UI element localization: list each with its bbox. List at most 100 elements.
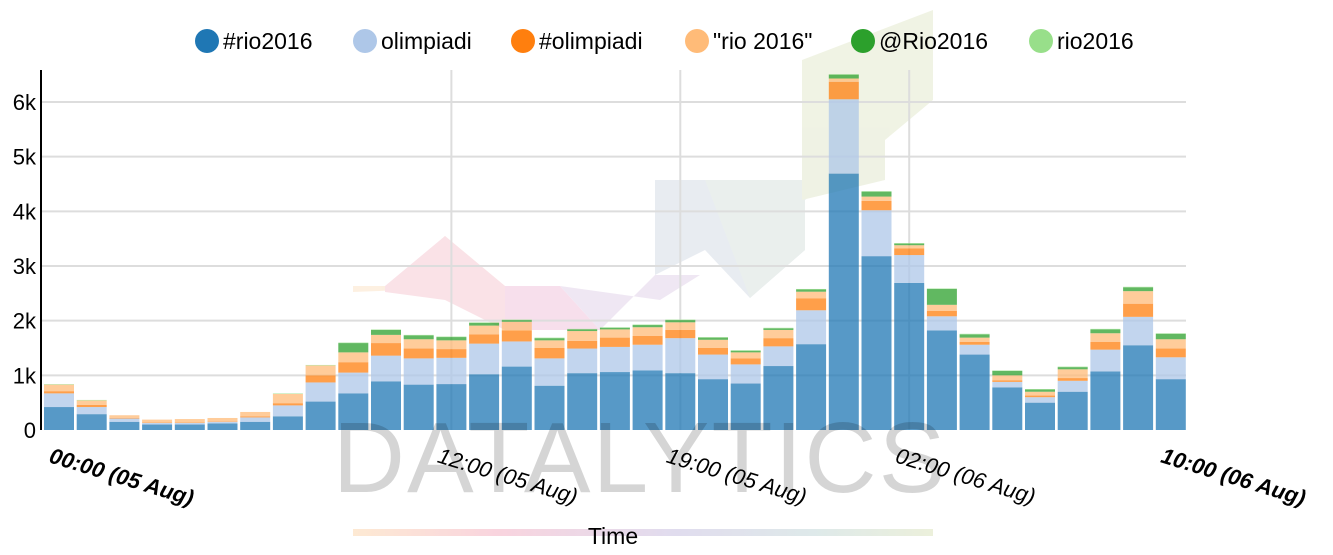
bar-segment — [992, 380, 1023, 382]
bar-segment — [698, 348, 728, 355]
bar-segment — [174, 422, 205, 423]
bar-segment — [763, 346, 794, 367]
legend-swatch — [851, 29, 875, 53]
bar-segment — [76, 399, 107, 401]
y-tick-label: 4k — [13, 199, 37, 224]
bar-segment — [599, 346, 630, 373]
bar-segment — [926, 330, 957, 430]
bar-segment — [894, 245, 925, 249]
bar-segment — [1057, 367, 1088, 370]
bar-segment — [599, 327, 630, 330]
bar-segment — [1025, 389, 1055, 390]
bar-segment — [926, 288, 957, 289]
y-tick-label: 5k — [13, 145, 37, 170]
bar-segment — [1057, 380, 1088, 392]
bar-segment — [1155, 333, 1186, 340]
bar-segment — [796, 289, 827, 292]
bar-segment — [828, 74, 859, 79]
legend-swatch — [353, 29, 377, 53]
bar-segment — [861, 191, 892, 197]
bar-segment — [992, 387, 1023, 430]
bar-segment — [1057, 378, 1088, 381]
bar-segment — [567, 340, 598, 349]
x-tick-label: 00:00 (05 Aug) — [47, 443, 197, 511]
bar-segment — [665, 373, 696, 430]
bar-segment — [1025, 402, 1055, 430]
bar-segment — [403, 348, 434, 359]
bar-segment — [207, 423, 238, 430]
bar-segment — [796, 288, 827, 290]
legend-item[interactable]: "rio 2016" — [685, 28, 812, 54]
bar-segment — [501, 330, 532, 342]
bar-segment — [109, 417, 140, 419]
bar-segment — [436, 357, 467, 385]
bar-segment — [534, 358, 565, 386]
bar-segment — [632, 335, 663, 345]
bar-segment — [436, 384, 467, 430]
bar-segment — [698, 354, 728, 380]
legend-swatch — [685, 29, 709, 53]
bar-segment — [272, 405, 303, 417]
bar-segment — [796, 310, 827, 345]
bar-segment — [142, 422, 173, 425]
bar-segment — [403, 339, 434, 349]
legend-item[interactable]: rio2016 — [1029, 28, 1134, 54]
bar-segment — [763, 328, 794, 330]
bar-segment — [76, 407, 107, 415]
bar-segment — [109, 415, 140, 418]
bar-segment — [1090, 371, 1121, 430]
bar-segment — [1123, 291, 1154, 304]
legend-item[interactable]: #rio2016 — [195, 28, 313, 54]
bar-segment — [861, 196, 892, 201]
x-axis-label: Time — [588, 523, 638, 549]
legend-item[interactable]: #olimpiadi — [511, 28, 643, 54]
bar-segment — [665, 319, 696, 321]
bar-segment — [1090, 341, 1121, 350]
bar-segment — [207, 421, 238, 424]
bar-segment — [240, 416, 271, 418]
bar-segment — [796, 298, 827, 311]
y-tick-labels: 0 1k 2k 3k 4k 5k 6k — [13, 90, 37, 443]
bar-segment — [894, 248, 925, 256]
bar-segment — [338, 352, 369, 363]
bar-segment — [436, 340, 467, 350]
bar-segment — [142, 422, 173, 423]
bar-segment — [469, 334, 500, 344]
bar-segment — [567, 331, 598, 341]
bar-segment — [305, 401, 336, 430]
bar-segment — [501, 320, 532, 322]
bar-segment — [174, 422, 205, 425]
bar-segment — [894, 243, 925, 246]
bar-segment — [926, 310, 957, 317]
legend-item[interactable]: olimpiadi — [353, 28, 472, 54]
bar-segment — [828, 78, 859, 82]
legend-item[interactable]: @Rio2016 — [851, 28, 988, 54]
bar-segment — [338, 393, 369, 430]
bar-segment — [959, 337, 990, 342]
legend-label: rio2016 — [1057, 28, 1134, 54]
bar-segment — [1057, 366, 1088, 368]
bar-segment — [534, 385, 565, 430]
bar-segment — [1057, 391, 1088, 430]
bar-segment — [894, 243, 925, 244]
bar-segment — [44, 384, 74, 385]
bar-segment — [1090, 349, 1121, 372]
bar-segment — [894, 282, 925, 430]
bar-segment — [109, 421, 140, 430]
bar-segment — [567, 348, 598, 374]
bar-segment — [665, 329, 696, 339]
bar-segment — [567, 373, 598, 430]
bar-segment — [665, 320, 696, 323]
bar-segment — [371, 329, 401, 330]
bar-segment — [469, 322, 500, 323]
bar-segment — [861, 210, 892, 257]
bar-segment — [698, 339, 728, 348]
bar-segment — [436, 349, 467, 358]
time-strip — [353, 529, 933, 536]
bar-segment — [599, 372, 630, 430]
bar-segment — [632, 324, 663, 326]
bar-segment — [926, 316, 957, 331]
bar-segment — [763, 329, 794, 339]
bar-segment — [1123, 286, 1154, 288]
